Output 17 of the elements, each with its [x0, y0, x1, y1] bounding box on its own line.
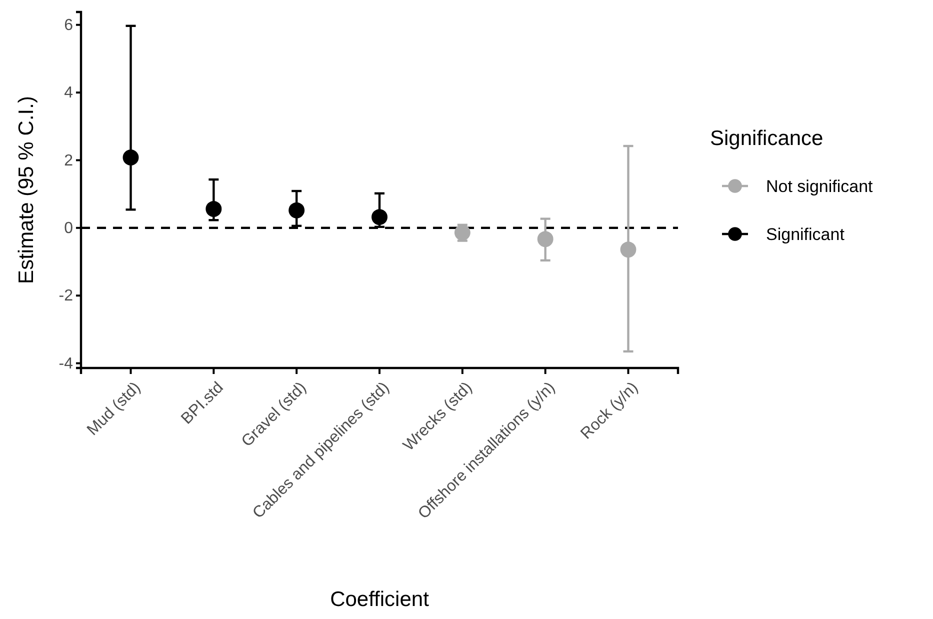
y-tick-label: 4	[64, 84, 74, 102]
legend-label: Significant	[766, 225, 845, 244]
point	[372, 209, 388, 226]
legend-title: Significance	[710, 127, 824, 150]
y-axis-title: Estimate (95 % C.I.)	[15, 96, 38, 284]
y-tick-label: 0	[64, 220, 74, 238]
y-tick-label: -2	[58, 288, 74, 305]
point	[620, 242, 636, 258]
point	[288, 202, 305, 218]
y-tick-label: 6	[64, 16, 74, 34]
legend-label: Not significant	[766, 177, 874, 196]
point	[206, 200, 222, 217]
y-tick-label: -4	[58, 355, 74, 372]
point	[122, 150, 139, 166]
point	[537, 231, 554, 248]
x-axis-title: Coefficient	[330, 588, 430, 611]
y-tick-label: 2	[64, 152, 74, 170]
